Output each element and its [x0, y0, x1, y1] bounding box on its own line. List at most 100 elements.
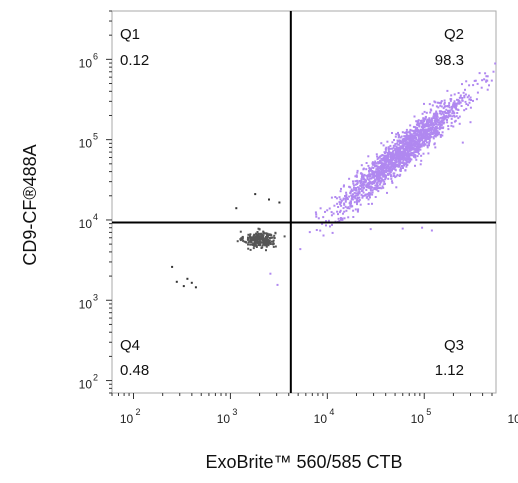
event-dot-pop1 — [449, 99, 452, 102]
event-dot-pop0 — [267, 242, 269, 245]
event-dot-pop1 — [376, 158, 379, 161]
event-dot-pop0 — [241, 238, 244, 241]
event-dot-pop0 — [253, 237, 256, 239]
event-dot-pop1 — [372, 181, 375, 184]
event-dot-pop1 — [435, 110, 438, 113]
y-tick-label-base: 10 — [79, 378, 93, 392]
event-dot-pop1 — [397, 133, 400, 136]
event-dot-pop1 — [415, 142, 418, 145]
event-dot-pop1 — [408, 155, 410, 158]
quadrant-q2-name: Q2 — [444, 26, 464, 43]
event-dot-pop0 — [239, 230, 242, 233]
event-dot-pop1 — [367, 174, 369, 177]
event-dot-pop1 — [404, 135, 407, 138]
event-dot-pop1 — [410, 129, 413, 132]
event-dot-pop1 — [429, 131, 432, 134]
event-dot-pop0 — [253, 239, 256, 242]
sparse-event-dot — [190, 281, 193, 284]
event-dot-pop1 — [356, 181, 359, 184]
event-dot-pop1 — [457, 92, 460, 94]
event-dot-pop0 — [269, 236, 272, 239]
event-dot-pop1 — [445, 108, 448, 111]
y-tick-label-base: 10 — [79, 56, 93, 70]
event-dot-pop0 — [249, 233, 252, 236]
event-dot-pop1 — [375, 164, 378, 167]
event-dot-pop1 — [424, 125, 427, 128]
event-dot-pop1 — [490, 79, 493, 82]
event-dot-pop1 — [338, 196, 341, 199]
event-dot-pop1 — [427, 124, 430, 127]
event-dot-pop1 — [398, 163, 401, 166]
event-dot-pop1 — [381, 164, 384, 167]
event-dot-pop1 — [410, 142, 412, 144]
event-dot-pop1 — [394, 166, 397, 169]
sparse-event-dot — [175, 280, 178, 283]
event-dot-pop1 — [341, 217, 344, 220]
event-dot-pop1 — [458, 102, 461, 105]
event-dot-pop1 — [385, 165, 388, 168]
event-dot-pop1 — [368, 174, 371, 177]
event-dot-pop1 — [319, 229, 322, 232]
event-dot-pop1 — [376, 187, 379, 190]
event-dot-pop1 — [436, 120, 439, 123]
event-dot-pop1 — [473, 79, 476, 82]
event-dot-pop1 — [401, 131, 404, 134]
event-dot-pop1 — [461, 83, 463, 86]
x-tick-label-base: 10 — [120, 412, 134, 426]
event-dot-pop1 — [380, 157, 383, 160]
event-dot-pop1 — [402, 167, 404, 169]
event-dot-pop1 — [342, 212, 344, 215]
event-dot-pop1 — [441, 126, 443, 129]
event-dot-pop1 — [326, 209, 329, 212]
event-dot-pop1 — [404, 145, 407, 148]
event-dot-pop1 — [424, 118, 427, 120]
event-dot-pop1 — [386, 164, 389, 167]
event-dot-pop1 — [373, 172, 375, 175]
event-dot-pop1 — [461, 99, 464, 102]
event-dot-pop1 — [370, 186, 373, 189]
event-dot-pop1 — [382, 186, 385, 189]
event-dot-pop1 — [450, 94, 453, 97]
event-dot-pop1 — [354, 194, 357, 197]
event-dot-pop1 — [410, 153, 413, 156]
event-dot-pop1 — [315, 215, 318, 218]
event-dot-pop1 — [392, 146, 395, 149]
event-dot-pop1 — [353, 186, 355, 189]
event-dot-pop1 — [443, 101, 446, 104]
sparse-event-dot — [369, 228, 372, 231]
event-dot-pop1 — [476, 91, 479, 94]
event-dot-pop1 — [430, 121, 433, 124]
event-dot-pop0 — [261, 244, 264, 247]
event-dot-pop1 — [350, 194, 353, 197]
event-dot-pop0 — [265, 245, 268, 248]
event-dot-pop1 — [440, 100, 443, 103]
event-dot-pop1 — [446, 89, 449, 92]
event-dot-pop1 — [349, 190, 352, 193]
event-dot-pop1 — [420, 136, 423, 138]
event-dot-pop1 — [439, 120, 442, 123]
event-dot-pop0 — [255, 246, 258, 248]
event-dot-pop1 — [348, 185, 351, 188]
event-dot-pop1 — [337, 206, 340, 208]
event-dot-pop1 — [419, 143, 422, 146]
event-dot-pop1 — [338, 220, 341, 222]
event-dot-pop0 — [250, 241, 253, 244]
event-dot-pop1 — [400, 145, 403, 148]
event-dot-pop1 — [389, 156, 392, 159]
event-dot-pop0 — [249, 235, 251, 238]
event-dot-pop1 — [337, 213, 339, 216]
event-dot-pop1 — [396, 173, 399, 176]
event-dot-pop1 — [433, 119, 436, 122]
event-dot-pop1 — [401, 158, 404, 160]
event-dot-pop1 — [350, 198, 353, 201]
event-dot-pop1 — [356, 183, 359, 185]
event-dot-pop1 — [389, 174, 392, 177]
event-dot-pop1 — [356, 169, 359, 172]
event-dot-pop1 — [434, 146, 437, 149]
event-dot-pop1 — [467, 104, 470, 107]
event-dot-pop1 — [428, 118, 431, 121]
event-dot-pop1 — [409, 160, 412, 163]
event-dot-pop1 — [339, 209, 342, 212]
event-dot-pop1 — [371, 163, 374, 166]
event-dot-pop1 — [378, 173, 381, 176]
